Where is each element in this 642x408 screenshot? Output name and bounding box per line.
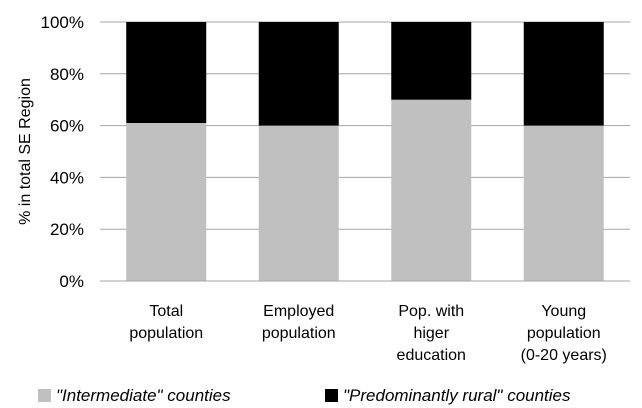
legend-label-rural: "Predominantly rural" counties <box>343 386 571 405</box>
category-labels: Total population Employed population Pop. wi… <box>129 303 607 364</box>
legend-swatch-intermediate <box>38 389 51 402</box>
y-tick-label: 0% <box>59 272 84 291</box>
legend-label-intermediate: "Intermediate" counties <box>56 386 231 405</box>
bar-segment-rural <box>391 22 472 100</box>
y-tick-label: 100% <box>41 13 84 32</box>
bar-segment-rural <box>523 22 604 126</box>
x-category-label: Pop. with higer education <box>397 303 466 364</box>
bars <box>126 22 604 281</box>
y-axis-ticks: 0% 20% 40% 60% 80% 100% <box>41 13 84 291</box>
bar-segment-intermediate <box>258 125 339 281</box>
bar-segment-intermediate <box>391 99 472 281</box>
y-tick-label: 20% <box>50 220 84 239</box>
bar-segment-rural <box>258 22 339 126</box>
y-tick-label: 60% <box>50 117 84 136</box>
x-category-label: Employed population <box>262 303 336 342</box>
bar-segment-rural <box>126 22 207 124</box>
y-axis-label: % in total SE Region <box>17 78 34 225</box>
x-category-label: Total population <box>129 303 203 342</box>
bar-segment-intermediate <box>523 125 604 281</box>
x-category-label: Young population (0-20 years) <box>521 303 607 364</box>
y-tick-label: 40% <box>50 168 84 187</box>
legend-swatch-rural <box>325 389 338 402</box>
y-tick-label: 80% <box>50 65 84 84</box>
bar-segment-intermediate <box>126 123 207 281</box>
legend: "Intermediate" counties "Predominantly r… <box>38 386 571 405</box>
